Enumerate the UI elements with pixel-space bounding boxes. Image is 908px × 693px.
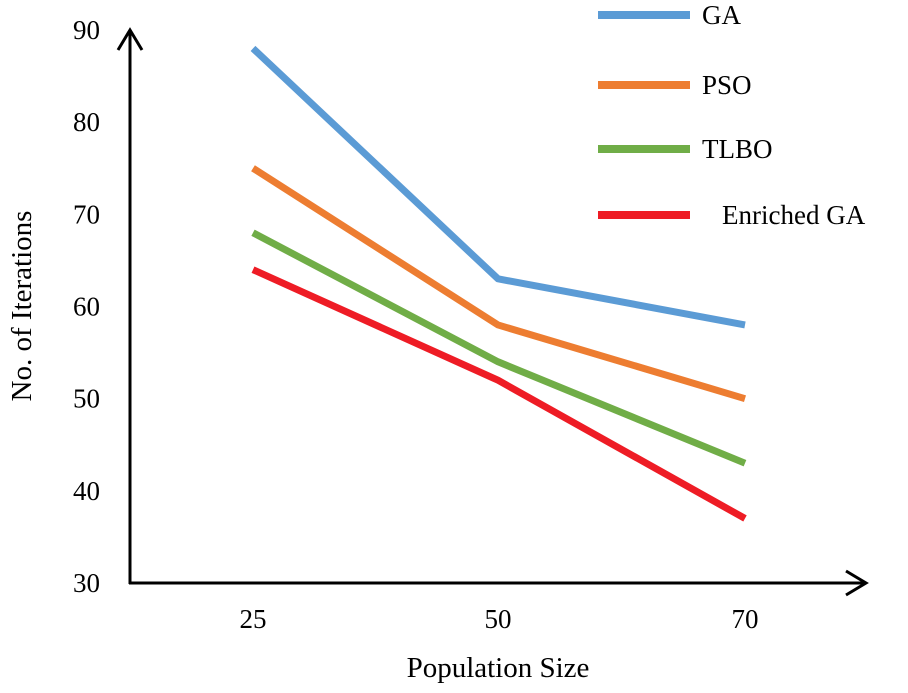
- y-axis-arrow: [116, 27, 144, 51]
- series-line: [251, 229, 747, 467]
- y-tick-label: 70: [73, 199, 100, 229]
- axes: [116, 27, 869, 597]
- y-tick-label: 40: [73, 476, 100, 506]
- legend-item: Enriched GA: [598, 200, 866, 230]
- series-enriched-ga: [251, 266, 747, 522]
- series-line: [251, 165, 747, 403]
- x-axis-label: Population Size: [407, 652, 590, 684]
- x-tick-label: 25: [240, 604, 267, 634]
- legend-item: PSO: [598, 70, 752, 100]
- series-pso: [251, 165, 747, 403]
- y-tick-label: 90: [73, 15, 100, 45]
- legend-label: TLBO: [702, 134, 773, 164]
- series-ga: [250, 45, 746, 329]
- y-tick-label: 80: [73, 107, 100, 137]
- y-tick-label: 60: [73, 292, 100, 322]
- y-axis-label: No. of Iterations: [6, 211, 38, 402]
- series-tlbo: [251, 229, 747, 467]
- legend-label: Enriched GA: [722, 200, 866, 230]
- legend-label: GA: [702, 0, 741, 30]
- legend-label: PSO: [702, 70, 752, 100]
- series-line: [251, 266, 747, 522]
- x-tick-label: 70: [732, 604, 759, 634]
- x-tick-label: 50: [485, 604, 512, 634]
- x-axis-arrow: [845, 569, 869, 597]
- legend-item: TLBO: [598, 134, 773, 164]
- legend-item: GA: [598, 0, 741, 30]
- y-tick-label: 30: [73, 568, 100, 598]
- series-line: [250, 45, 746, 329]
- y-tick-label: 50: [73, 384, 100, 414]
